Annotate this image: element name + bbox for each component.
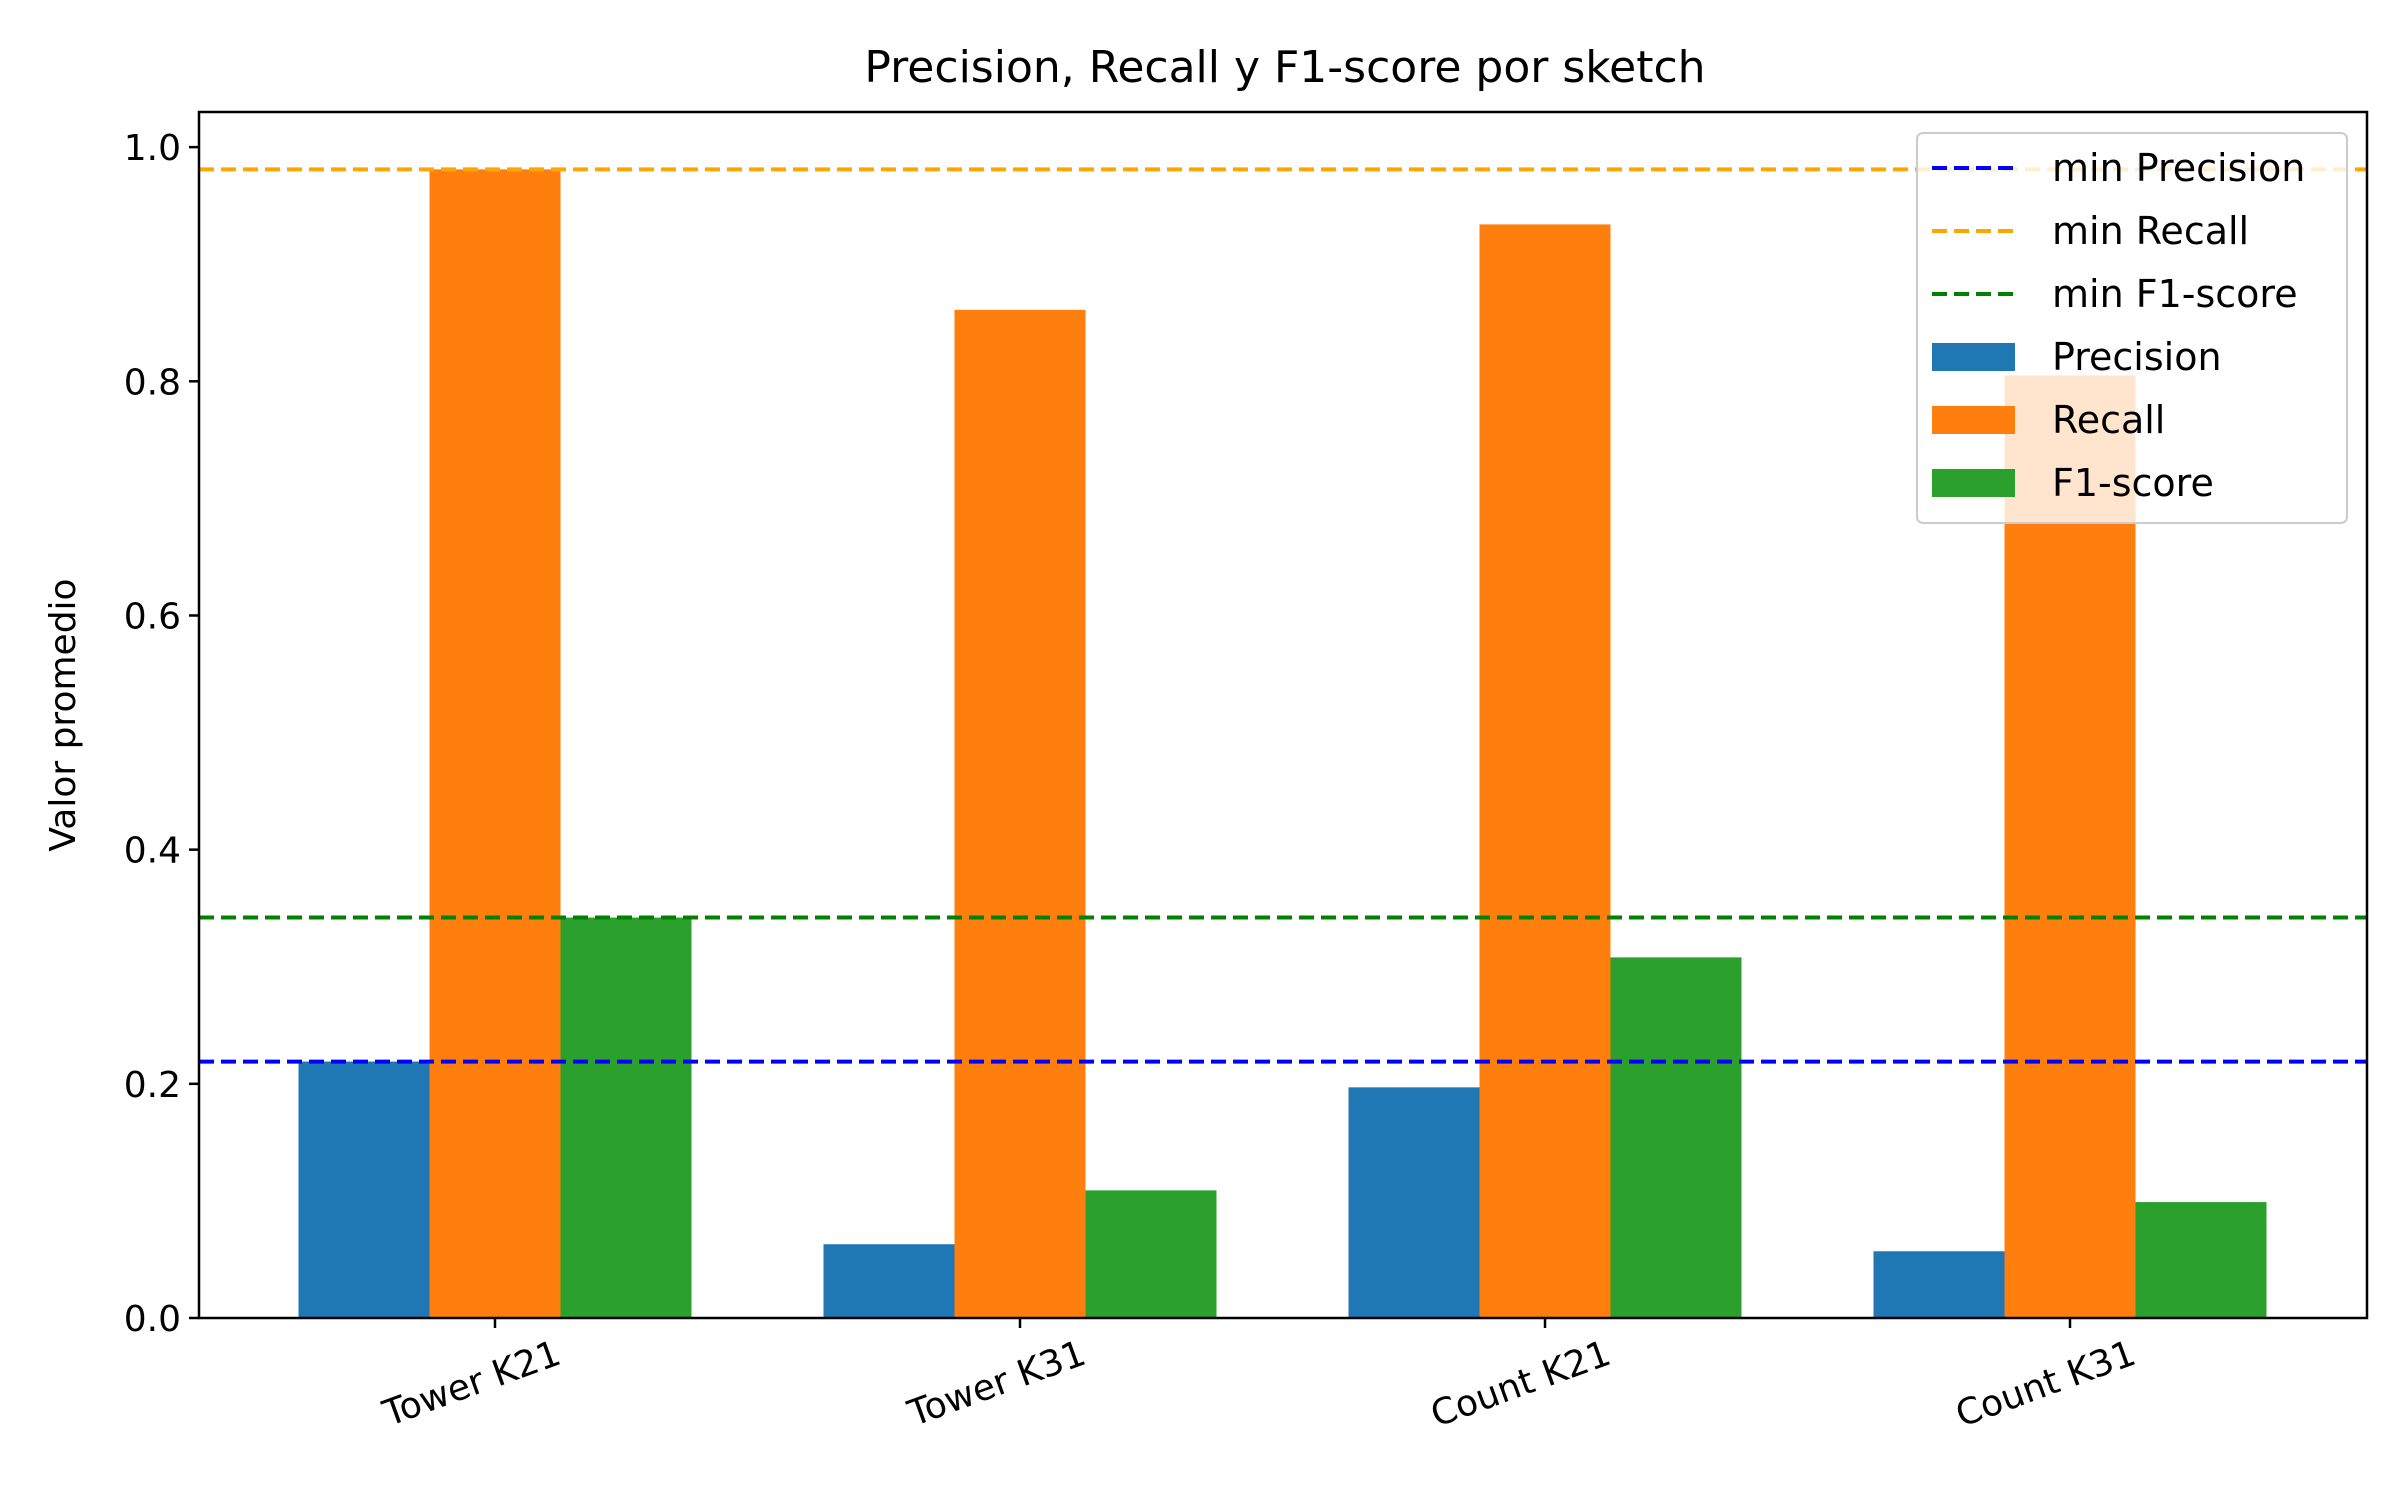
legend-swatch-precision [1932,343,2015,371]
y-tick-label: 0.4 [124,831,181,872]
bar-recall-count-k31 [2004,375,2136,1318]
legend-swatch-recall [1932,406,2015,434]
y-tick-label: 0.8 [124,362,181,403]
legend-label-f1-score: F1-score [2052,461,2214,505]
legend-label-precision: Precision [2052,335,2222,379]
y-axis: 0.0 0.2 0.4 0.6 0.8 1.0 [124,128,199,1340]
bar-recall-tower-k21 [429,169,561,1318]
legend-label-min-precision: min Precision [2052,146,2305,190]
chart-title: Precision, Recall y F1-score por sketch [864,42,1705,93]
y-tick-label: 1.0 [124,128,181,169]
legend-swatch-f1-score [1932,469,2015,497]
y-tick-label: 0.6 [124,596,181,637]
legend-label-recall: Recall [2052,398,2165,442]
bar-f1-score-count-k21 [1610,957,1742,1318]
bar-recall-count-k21 [1479,224,1611,1318]
bar-recall-tower-k31 [954,309,1086,1318]
bar-precision-count-k31 [1873,1251,2005,1318]
legend-box [1916,132,2348,524]
bars-layer [298,169,2267,1318]
plot-frame [197,110,2369,1320]
bar-f1-score-tower-k31 [1085,1190,1217,1318]
legend-label-min-f1-score: min F1-score [2052,272,2298,316]
bar-f1-score-tower-k21 [560,917,692,1318]
legend-label-min-recall: min Recall [2052,209,2249,253]
y-tick-label: 0.2 [124,1065,181,1106]
legend: min Precision min Recall min F1-score Preci… [1916,132,2348,524]
bar-f1-score-count-k31 [2135,1202,2267,1318]
bar-precision-count-k21 [1348,1087,1480,1318]
bar-precision-tower-k21 [298,1061,430,1318]
y-axis-label: Valor promedio [43,578,84,851]
y-tick-label: 0.0 [124,1299,181,1340]
bar-precision-tower-k31 [823,1244,955,1318]
